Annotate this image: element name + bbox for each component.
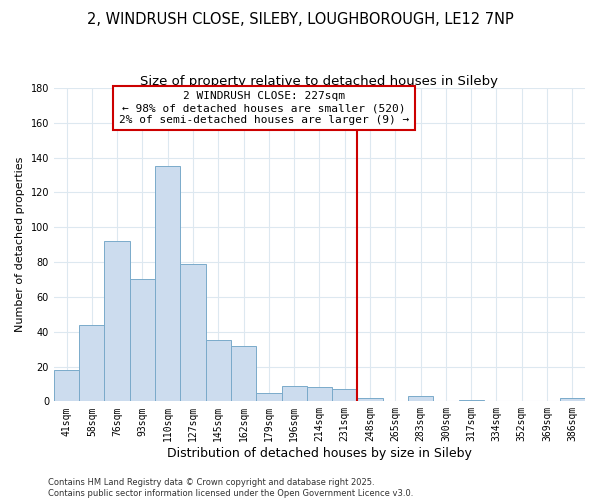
Bar [104, 241, 130, 402]
Bar [206, 340, 231, 402]
Bar [307, 388, 332, 402]
Text: Contains HM Land Registry data © Crown copyright and database right 2025.
Contai: Contains HM Land Registry data © Crown c… [48, 478, 413, 498]
Bar [408, 396, 433, 402]
Bar [332, 389, 358, 402]
Bar [54, 370, 79, 402]
Text: 2 WINDRUSH CLOSE: 227sqm
← 98% of detached houses are smaller (520)
2% of semi-d: 2 WINDRUSH CLOSE: 227sqm ← 98% of detach… [119, 92, 409, 124]
Bar [79, 324, 104, 402]
Bar [231, 346, 256, 402]
Text: 2, WINDRUSH CLOSE, SILEBY, LOUGHBOROUGH, LE12 7NP: 2, WINDRUSH CLOSE, SILEBY, LOUGHBOROUGH,… [86, 12, 514, 28]
Bar [281, 386, 307, 402]
Bar [256, 392, 281, 402]
Y-axis label: Number of detached properties: Number of detached properties [15, 157, 25, 332]
Bar [181, 264, 206, 402]
Bar [458, 400, 484, 402]
Bar [560, 398, 585, 402]
Bar [155, 166, 181, 402]
Bar [358, 398, 383, 402]
Bar [130, 280, 155, 402]
X-axis label: Distribution of detached houses by size in Sileby: Distribution of detached houses by size … [167, 447, 472, 460]
Title: Size of property relative to detached houses in Sileby: Size of property relative to detached ho… [140, 75, 499, 88]
